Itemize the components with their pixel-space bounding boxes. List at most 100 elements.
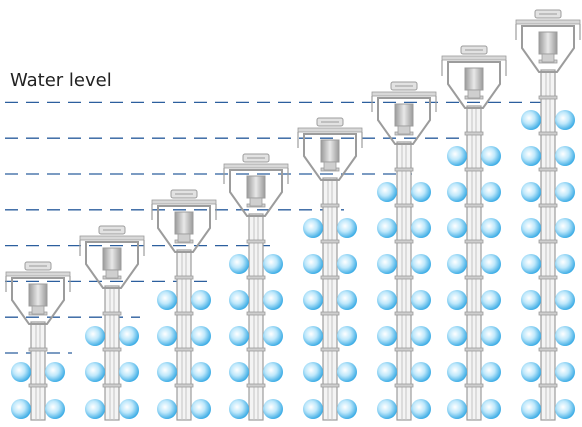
- device: [297, 117, 363, 421]
- ball: [447, 362, 467, 382]
- ball: [481, 362, 501, 382]
- rung: [538, 239, 558, 244]
- device: [441, 45, 507, 421]
- rung: [394, 383, 414, 388]
- ball: [45, 362, 65, 382]
- tube: [30, 321, 46, 421]
- head-frame: [229, 169, 283, 217]
- device: [371, 81, 437, 421]
- ball: [303, 218, 323, 238]
- cylinder: [320, 139, 340, 163]
- ball: [377, 254, 397, 274]
- ball: [447, 399, 467, 419]
- ball: [555, 146, 575, 166]
- tube: [322, 177, 338, 421]
- rung: [246, 275, 266, 280]
- cylinder: [464, 67, 484, 91]
- cylinder: [174, 211, 194, 235]
- device: [515, 9, 581, 421]
- cylinder-base: [323, 161, 337, 171]
- ball: [447, 290, 467, 310]
- rung: [174, 383, 194, 388]
- ball: [521, 110, 541, 130]
- ball: [481, 146, 501, 166]
- ball: [337, 399, 357, 419]
- ball: [521, 290, 541, 310]
- rung: [102, 347, 122, 352]
- rung: [246, 239, 266, 244]
- ball: [303, 254, 323, 274]
- head-bar: [371, 91, 437, 97]
- ball: [377, 362, 397, 382]
- ball: [191, 290, 211, 310]
- ball: [447, 146, 467, 166]
- cylinder-base: [105, 269, 119, 279]
- rung: [246, 383, 266, 388]
- ball: [521, 399, 541, 419]
- ball: [263, 290, 283, 310]
- cylinder: [28, 283, 48, 307]
- ball: [191, 399, 211, 419]
- tube: [176, 249, 192, 421]
- rung: [320, 311, 340, 316]
- ball: [555, 362, 575, 382]
- rung: [464, 167, 484, 172]
- ball: [377, 399, 397, 419]
- ball: [411, 399, 431, 419]
- cylinder: [394, 103, 414, 127]
- rung: [464, 383, 484, 388]
- cylinder: [538, 31, 558, 55]
- ball: [263, 254, 283, 274]
- cylinder-base: [541, 53, 555, 63]
- ball: [411, 362, 431, 382]
- ball: [521, 254, 541, 274]
- ball: [555, 290, 575, 310]
- ball: [447, 254, 467, 274]
- head-bar: [297, 127, 363, 133]
- device: [151, 189, 217, 421]
- ball: [191, 326, 211, 346]
- rung: [538, 203, 558, 208]
- ball: [337, 254, 357, 274]
- ball: [555, 326, 575, 346]
- rung: [394, 311, 414, 316]
- tube: [396, 141, 412, 421]
- rung: [320, 203, 340, 208]
- water-level-label: Water level: [10, 70, 112, 91]
- ball: [377, 218, 397, 238]
- ball: [263, 326, 283, 346]
- ball: [481, 326, 501, 346]
- head-frame: [303, 133, 357, 181]
- head-bar: [5, 271, 71, 277]
- rung: [538, 167, 558, 172]
- cylinder: [246, 175, 266, 199]
- ball: [119, 399, 139, 419]
- rung: [28, 383, 48, 388]
- head-bar: [79, 235, 145, 241]
- ball: [303, 326, 323, 346]
- ball: [447, 218, 467, 238]
- cylinder: [102, 247, 122, 271]
- cylinder-base: [177, 233, 191, 243]
- ball: [447, 326, 467, 346]
- balls: [11, 110, 575, 419]
- ball: [555, 218, 575, 238]
- rung: [464, 311, 484, 316]
- ball: [337, 290, 357, 310]
- rung: [394, 167, 414, 172]
- head-frame: [11, 277, 65, 325]
- rung: [320, 275, 340, 280]
- ball: [411, 218, 431, 238]
- cylinder-base: [397, 125, 411, 135]
- device: [79, 225, 145, 421]
- ball: [85, 326, 105, 346]
- ball: [263, 399, 283, 419]
- rung: [394, 239, 414, 244]
- ball: [481, 182, 501, 202]
- device: [223, 153, 289, 421]
- ball: [377, 326, 397, 346]
- rung: [538, 275, 558, 280]
- tube: [540, 69, 556, 421]
- head-bar: [151, 199, 217, 205]
- head-frame: [521, 25, 575, 73]
